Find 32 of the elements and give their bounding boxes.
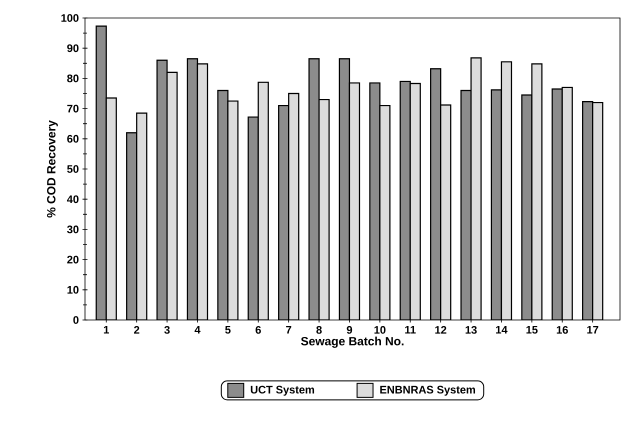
legend-label: UCT System <box>250 386 314 396</box>
x-tick-label: 10 <box>374 326 386 334</box>
y-tick-label: 20 <box>67 256 79 264</box>
y-tick-label: 70 <box>67 104 79 112</box>
y-tick-label: 0 <box>73 316 79 324</box>
y-axis-title: % COD Recovery <box>47 120 58 218</box>
x-tick-label: 1 <box>104 326 110 334</box>
y-tick-label: 90 <box>67 44 79 52</box>
y-tick-label: 50 <box>67 165 79 173</box>
x-tick-label: 12 <box>435 326 446 334</box>
legend-label: ENBNRAS System <box>380 386 476 396</box>
x-tick-label: 5 <box>225 326 231 334</box>
y-tick-label: 40 <box>66 195 79 204</box>
x-tick-label: 9 <box>346 326 352 334</box>
x-tick-label: 4 <box>194 326 200 334</box>
x-tick-label: 13 <box>466 326 477 334</box>
x-tick-label: 2 <box>134 326 140 334</box>
y-tick-label: 100 <box>61 14 79 22</box>
x-tick-label: 11 <box>405 326 416 334</box>
x-tick-label: 17 <box>587 326 598 334</box>
x-tick-label: 8 <box>316 326 322 334</box>
x-tick-label: 16 <box>556 326 568 334</box>
y-tick-label: 80 <box>67 74 79 82</box>
y-tick-label: 60 <box>67 134 79 143</box>
y-tick-label: 30 <box>67 226 79 234</box>
x-axis-title: Sewage Batch No. <box>301 336 404 348</box>
x-tick-label: 14 <box>496 326 508 334</box>
y-tick-label: 10 <box>67 286 79 294</box>
x-tick-label: 15 <box>526 326 538 334</box>
x-tick-label: 7 <box>286 326 292 334</box>
x-tick-label: 3 <box>164 326 170 334</box>
x-tick-label: 6 <box>256 326 261 334</box>
